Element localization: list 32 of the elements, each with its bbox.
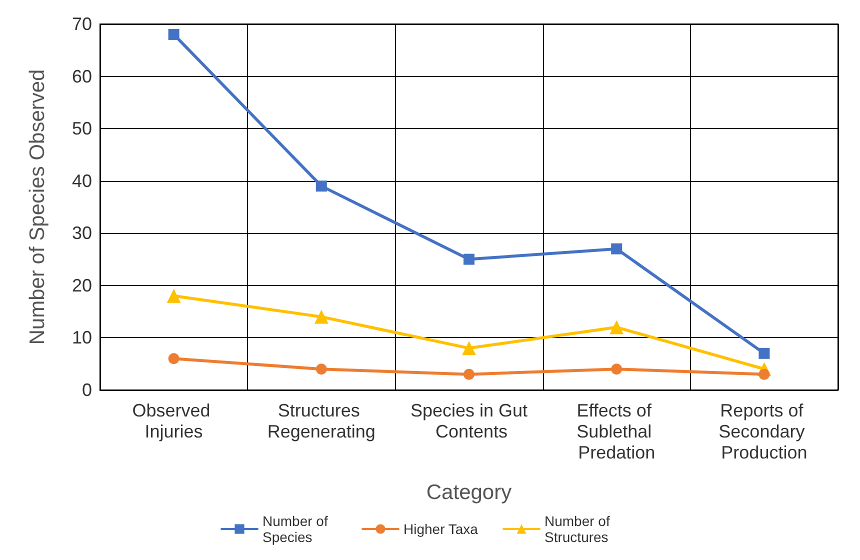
point: [611, 243, 622, 254]
point: [316, 364, 327, 375]
point: [314, 310, 328, 324]
point: [610, 320, 624, 334]
point: [464, 368, 474, 380]
x-tick-label: Effects of Sublethal Predation: [576, 400, 657, 462]
y-tick-label: 30: [72, 223, 92, 244]
y-tick-label: 0: [82, 380, 92, 400]
legend-label: Number of Species: [262, 513, 332, 545]
x-tick-label: Structures Regenerating: [267, 400, 376, 442]
point: [168, 353, 180, 364]
point: [166, 288, 181, 303]
x-tick-label: Species in Gut Contents: [410, 400, 528, 442]
x-axis-title: Category: [426, 481, 512, 504]
y-tick-label: 50: [72, 118, 92, 139]
point: [462, 341, 476, 356]
point: [758, 348, 770, 359]
point: [316, 180, 327, 192]
point: [464, 254, 474, 265]
x-tick-label: Observed Injuries: [132, 400, 216, 442]
x-tick-label: Reports of Secondary Production: [718, 400, 810, 462]
y-tick-label: 40: [72, 170, 92, 191]
point: [611, 364, 622, 375]
point: [758, 368, 770, 380]
point: [168, 28, 180, 40]
y-tick-label: 70: [72, 14, 92, 34]
y-tick-label: 20: [72, 275, 92, 296]
legend-label: Higher Taxa: [404, 521, 478, 537]
y-axis-title: Number of Species Observed: [26, 69, 49, 345]
y-tick-label: 60: [72, 66, 92, 86]
y-tick-label: 10: [72, 328, 92, 348]
legend-label: Number of Structures: [544, 513, 614, 545]
